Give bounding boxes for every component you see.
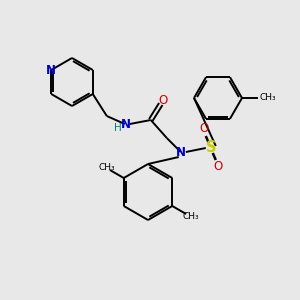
- Text: CH₃: CH₃: [182, 212, 199, 221]
- Text: O: O: [199, 122, 208, 136]
- Text: O: O: [158, 94, 167, 106]
- Text: O: O: [213, 160, 222, 173]
- Text: N: N: [121, 118, 131, 130]
- Text: N: N: [46, 64, 56, 76]
- Text: CH₃: CH₃: [260, 94, 277, 103]
- Text: CH₃: CH₃: [98, 164, 115, 172]
- Text: S: S: [206, 140, 216, 155]
- Text: H: H: [114, 123, 122, 133]
- Text: N: N: [176, 146, 186, 158]
